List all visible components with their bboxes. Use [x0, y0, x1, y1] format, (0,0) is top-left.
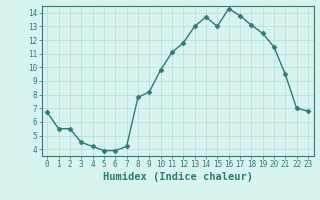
X-axis label: Humidex (Indice chaleur): Humidex (Indice chaleur): [103, 172, 252, 182]
